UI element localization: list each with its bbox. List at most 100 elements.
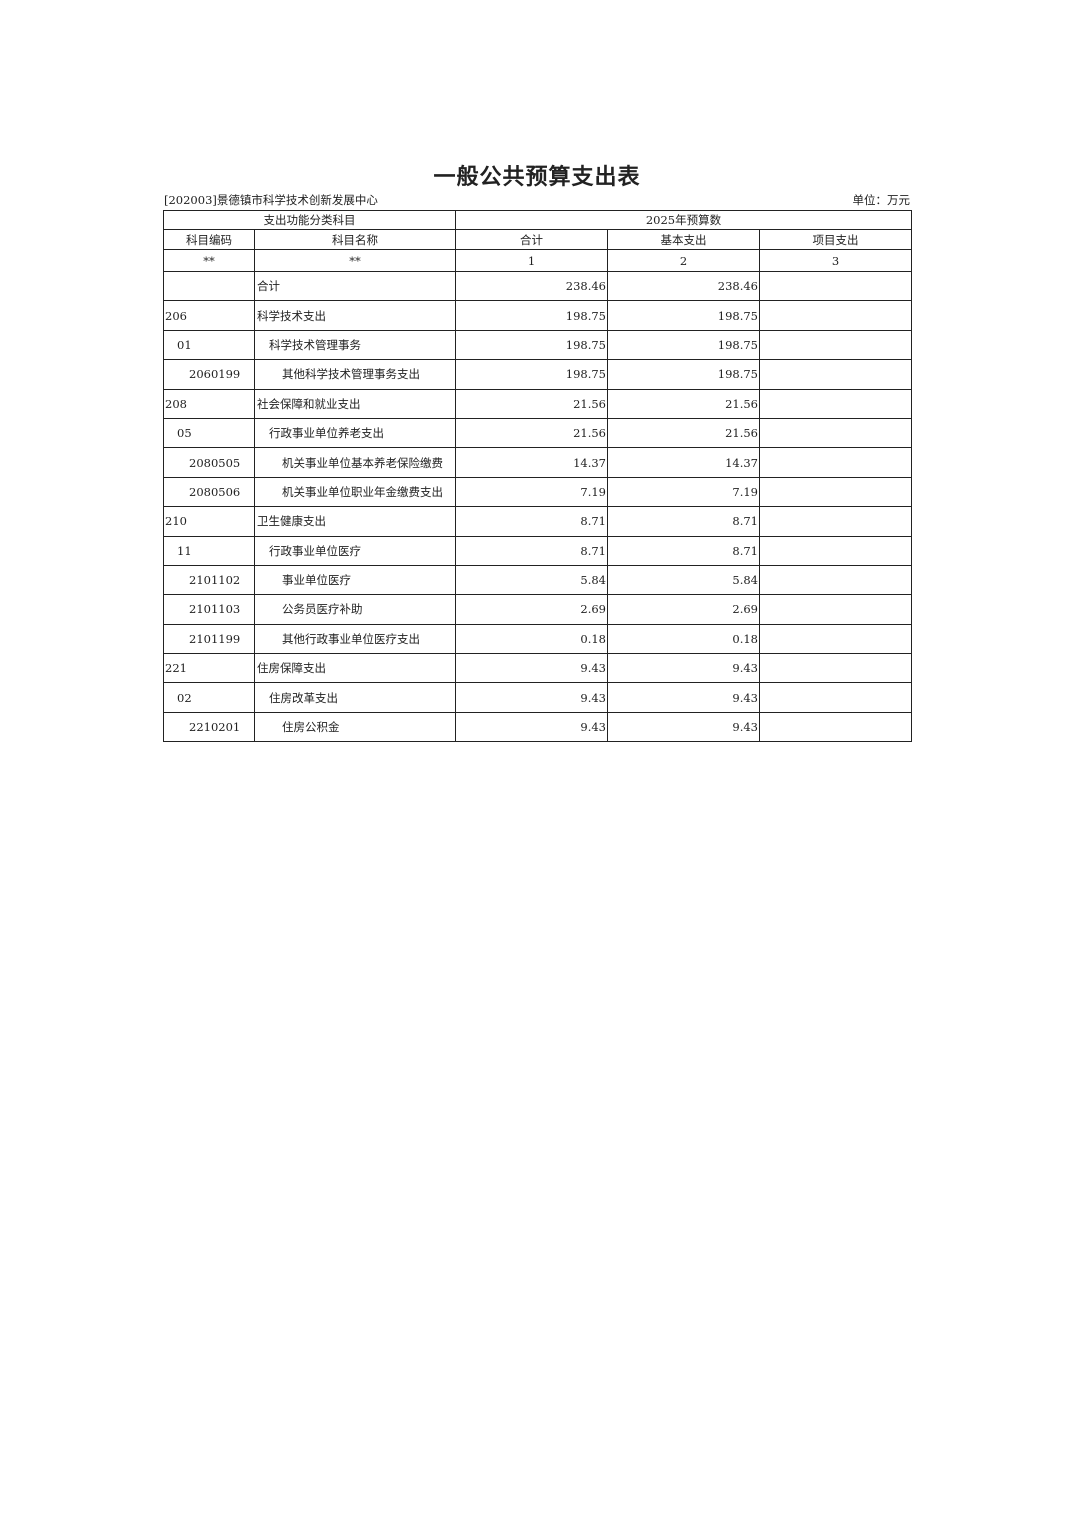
table-row: 01 科学技术管理事务 198.75 198.75 [163, 329, 912, 361]
total-cell: 198.75 [455, 329, 608, 361]
code-cell: 221 [163, 653, 255, 684]
total-cell: 9.43 [455, 653, 608, 684]
table-row: 210 卫生健康支出 8.71 8.71 [163, 506, 912, 537]
table-row: 02 住房改革支出 9.43 9.43 [163, 682, 912, 713]
unit-label: 单位：万元 [852, 193, 911, 207]
code-cell: 02 [163, 682, 255, 713]
name-cell: 社会保障和就业支出 [254, 388, 456, 419]
total-cell: 9.43 [455, 682, 608, 713]
code-cell: 2080506 [163, 476, 255, 508]
basic-cell: 8.71 [607, 506, 760, 537]
table-row: 2080506 机关事业单位职业年金缴费支出 7.19 7.19 [163, 476, 912, 508]
project-cell [759, 506, 912, 537]
project-cell [759, 359, 912, 390]
index-cell: ** [163, 249, 255, 272]
project-cell [759, 388, 912, 419]
project-cell [759, 564, 912, 596]
total-cell: 21.56 [455, 388, 608, 419]
table-row: 208 社会保障和就业支出 21.56 21.56 [163, 388, 912, 419]
basic-cell: 2.69 [607, 594, 760, 625]
code-cell: 2080505 [163, 447, 255, 478]
name-cell: 其他行政事业单位医疗支出 [254, 623, 456, 655]
index-cell: 3 [759, 249, 912, 272]
project-cell [759, 623, 912, 655]
project-cell [759, 711, 912, 743]
table-row: 2080505 机关事业单位基本养老保险缴费 14.37 14.37 [163, 447, 912, 478]
index-cell: ** [254, 249, 456, 272]
code-cell: 01 [163, 329, 255, 361]
table-row: 206 科学技术支出 198.75 198.75 [163, 300, 912, 331]
total-cell: 2.69 [455, 594, 608, 625]
total-cell: 198.75 [455, 300, 608, 331]
basic-cell: 21.56 [607, 417, 760, 449]
header-group-left: 支出功能分类科目 [163, 210, 456, 230]
project-cell [759, 594, 912, 625]
header-index-row: ** ** 1 2 3 [163, 249, 912, 272]
code-cell: 2101199 [163, 623, 255, 655]
name-cell: 科学技术管理事务 [254, 329, 456, 361]
table-row: 05 行政事业单位养老支出 21.56 21.56 [163, 417, 912, 449]
name-cell: 科学技术支出 [254, 300, 456, 331]
name-cell: 公务员医疗补助 [254, 594, 456, 625]
table-row: 2060199 其他科学技术管理事务支出 198.75 198.75 [163, 359, 912, 390]
project-cell [759, 476, 912, 508]
basic-cell: 7.19 [607, 476, 760, 508]
header-columns-row: 科目编码 科目名称 合计 基本支出 项目支出 [163, 229, 912, 250]
column-header-code: 科目编码 [163, 229, 255, 250]
name-cell: 机关事业单位职业年金缴费支出 [254, 476, 456, 508]
project-cell [759, 653, 912, 684]
total-cell: 9.43 [455, 711, 608, 743]
table-row: 2210201 住房公积金 9.43 9.43 [163, 711, 912, 743]
project-cell [759, 300, 912, 331]
name-cell: 住房保障支出 [254, 653, 456, 684]
code-cell: 2060199 [163, 359, 255, 390]
basic-cell: 0.18 [607, 623, 760, 655]
code-cell: 11 [163, 535, 255, 566]
basic-cell: 9.43 [607, 653, 760, 684]
budget-table: 支出功能分类科目 2025年预算数 科目编码 科目名称 合计 基本支出 项目支出… [163, 210, 912, 743]
table-row: 2101102 事业单位医疗 5.84 5.84 [163, 564, 912, 596]
name-cell: 行政事业单位养老支出 [254, 417, 456, 449]
basic-cell: 9.43 [607, 682, 760, 713]
basic-cell: 238.46 [607, 270, 760, 302]
project-cell [759, 682, 912, 713]
code-cell: 210 [163, 506, 255, 537]
index-cell: 2 [607, 249, 760, 272]
project-cell [759, 417, 912, 449]
name-cell: 合计 [254, 270, 456, 302]
name-cell: 机关事业单位基本养老保险缴费 [254, 447, 456, 478]
organization-label: [202003]景德镇市科学技术创新发展中心 [164, 193, 378, 207]
basic-cell: 5.84 [607, 564, 760, 596]
code-cell: 2101103 [163, 594, 255, 625]
basic-cell: 198.75 [607, 300, 760, 331]
name-cell: 住房改革支出 [254, 682, 456, 713]
basic-cell: 198.75 [607, 359, 760, 390]
header-group-right: 2025年预算数 [455, 210, 912, 230]
name-cell: 事业单位医疗 [254, 564, 456, 596]
total-cell: 8.71 [455, 535, 608, 566]
table-row: 2101199 其他行政事业单位医疗支出 0.18 0.18 [163, 623, 912, 655]
name-cell: 卫生健康支出 [254, 506, 456, 537]
basic-cell: 9.43 [607, 711, 760, 743]
name-cell: 行政事业单位医疗 [254, 535, 456, 566]
name-cell: 住房公积金 [254, 711, 456, 743]
code-cell: 208 [163, 388, 255, 419]
index-cell: 1 [455, 249, 608, 272]
total-cell: 198.75 [455, 359, 608, 390]
code-cell: 05 [163, 417, 255, 449]
code-cell: 206 [163, 300, 255, 331]
total-cell: 14.37 [455, 447, 608, 478]
code-cell: 2210201 [163, 711, 255, 743]
project-cell [759, 270, 912, 302]
page-title: 一般公共预算支出表 [433, 165, 641, 190]
column-header-basic: 基本支出 [607, 229, 760, 250]
table-row: 11 行政事业单位医疗 8.71 8.71 [163, 535, 912, 566]
table-row: 2101103 公务员医疗补助 2.69 2.69 [163, 594, 912, 625]
column-header-total: 合计 [455, 229, 608, 250]
basic-cell: 21.56 [607, 388, 760, 419]
total-cell: 21.56 [455, 417, 608, 449]
project-cell [759, 329, 912, 361]
total-cell: 7.19 [455, 476, 608, 508]
total-cell: 8.71 [455, 506, 608, 537]
column-header-project: 项目支出 [759, 229, 912, 250]
